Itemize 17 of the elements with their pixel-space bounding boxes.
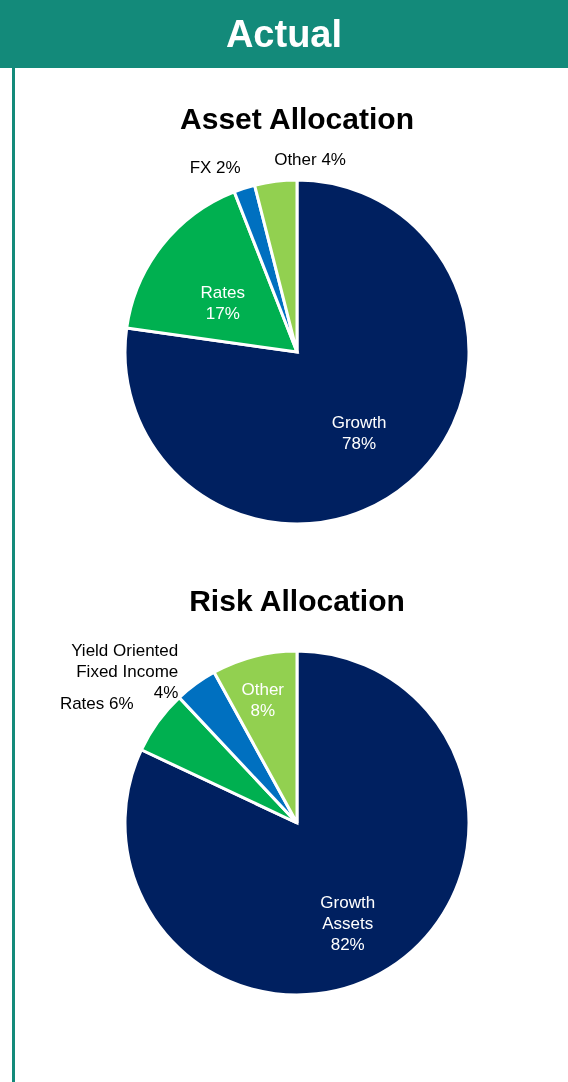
- slice-label: Other 4%: [274, 150, 346, 170]
- slice-label: Other: [241, 679, 285, 699]
- pie-slice: [123, 178, 471, 526]
- slice-label: Rates: [200, 283, 245, 303]
- data-label: 8%: [250, 700, 276, 720]
- data-label: 78%: [342, 434, 377, 454]
- data-label: 82%: [330, 934, 365, 954]
- slice-label: Growth Assets: [320, 892, 376, 933]
- chart-title: Risk Allocation: [189, 584, 405, 617]
- data-label: 17%: [205, 304, 240, 324]
- chart-title: Asset Allocation: [180, 102, 414, 136]
- text: Actual: [0, 0, 568, 68]
- data-label: 4%: [153, 682, 179, 702]
- slice-label: Growth: [331, 413, 387, 433]
- slice-label: Yield Oriented Fixed Income: [71, 640, 179, 681]
- slice-label: FX 2%: [189, 157, 241, 177]
- slice-label: Rates 6%: [59, 694, 134, 714]
